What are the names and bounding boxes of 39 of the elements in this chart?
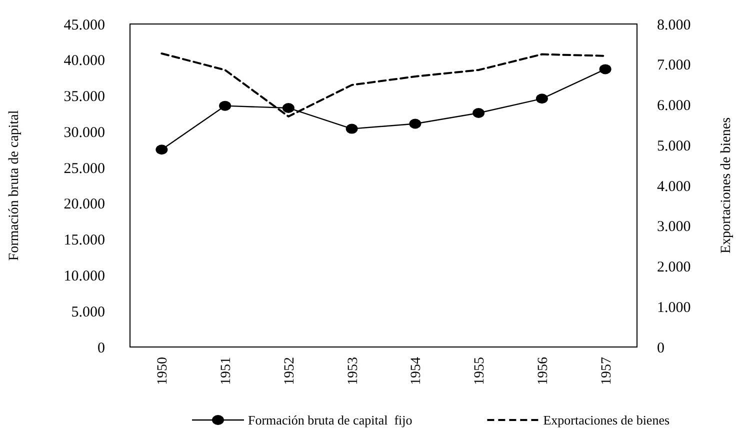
y-tick-label: 40.000 [64,53,105,70]
y-tick-label: 20.000 [64,196,105,213]
y-tick-label: 25.000 [64,160,105,177]
y2-tick-label: 3.000 [657,219,691,236]
point [409,118,422,129]
x-tick-label: 1954 [409,357,424,385]
x-tick-label: 1956 [536,357,551,385]
point [346,124,358,134]
y-tick-label: 15.000 [64,232,105,249]
x-tick-label: 1952 [282,357,298,385]
y2-tick-label: 6.000 [657,98,691,114]
y-axis-title: Formación bruta de capital [7,110,22,261]
x-tick-label: 1953 [346,357,361,385]
y-tick-label: 45.000 [64,17,105,34]
legend-label: Formación bruta de capital fijo [248,412,412,428]
y2-tick-label: 5.000 [657,138,691,154]
y2-tick-label: 2.000 [657,260,691,276]
x-tick-label: 1951 [219,357,234,385]
point [472,108,485,118]
point [219,100,232,111]
point [599,64,612,74]
y2-tick-label: 0 [657,340,664,356]
y2-tick-label: 8.000 [657,17,691,34]
y2-tick-label: 1.000 [657,300,691,316]
y2-tick-label: 7.000 [657,58,691,74]
point [536,94,548,104]
x-tick-label: 1955 [472,357,488,385]
y-tick-label: 5.000 [71,304,105,320]
point [282,102,294,113]
y-tick-label: 35.000 [64,89,105,106]
y2-tick-label: 4.000 [657,178,691,195]
y-tick-label: 30.000 [64,124,105,141]
y-tick-label: 0 [98,340,105,356]
point [156,144,168,155]
y-tick-label: 10.000 [64,268,105,284]
legend-label: Exportaciones de bienes [543,412,670,428]
y2-axis-title: Exportaciones de bienes [719,117,734,254]
x-tick-label: 1950 [156,357,171,385]
x-tick-label: 1957 [599,357,614,385]
